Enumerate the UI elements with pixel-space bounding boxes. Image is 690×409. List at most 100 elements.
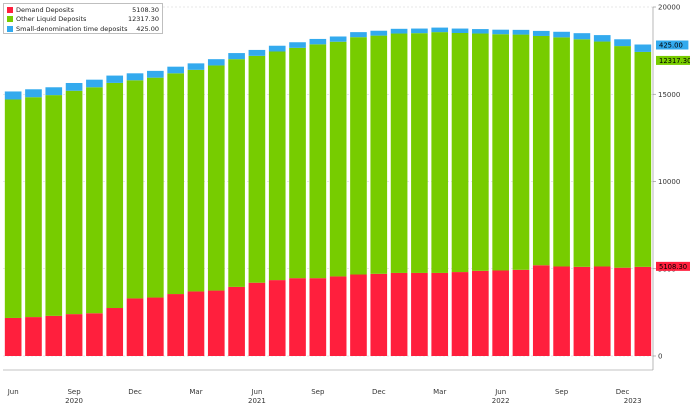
bar-small-denomination-time-deposits-2020-11 (106, 75, 124, 83)
bar-demand-deposits-2020-06 (4, 317, 22, 356)
bar-demand-deposits-2021-07 (268, 280, 286, 356)
bar-demand-deposits-2022-03 (431, 272, 449, 356)
bar-demand-deposits-2021-12 (370, 273, 388, 356)
last-value-tag-small-denomination-time-deposits: 425.00 (656, 40, 689, 50)
y-tick-label: 15000 (658, 91, 680, 99)
bar-demand-deposits-2020-08 (45, 315, 63, 356)
bar-other-liquid-deposits-2021-11 (350, 37, 367, 275)
bar-small-denomination-time-deposits-2023-01 (634, 44, 652, 52)
bar-other-liquid-deposits-2022-01 (390, 33, 408, 273)
bar-demand-deposits-2022-02 (411, 272, 428, 356)
legend-value: 12317.30 (127, 15, 159, 24)
bar-small-denomination-time-deposits-2022-08 (532, 30, 550, 36)
x-tick-label: Mar (433, 388, 446, 396)
bar-small-denomination-time-deposits-2022-06 (492, 29, 509, 35)
bar-demand-deposits-2022-09 (553, 266, 570, 356)
bar-other-liquid-deposits-2021-01 (147, 77, 164, 298)
x-year-label: 2020 (65, 397, 83, 405)
bar-demand-deposits-2022-01 (390, 272, 408, 356)
x-tick-label: Sep (555, 388, 569, 396)
bar-other-liquid-deposits-2021-12 (370, 35, 388, 274)
bar-demand-deposits-2020-12 (126, 298, 144, 356)
bar-demand-deposits-2021-01 (147, 297, 164, 356)
bar-small-denomination-time-deposits-2021-06 (248, 49, 266, 56)
bar-other-liquid-deposits-2020-10 (86, 87, 103, 314)
axis-layer: 05000100001500020000 (3, 4, 680, 371)
bar-small-denomination-time-deposits-2022-11 (593, 35, 611, 42)
bar-other-liquid-deposits-2022-08 (532, 35, 550, 266)
bar-demand-deposits-2020-09 (65, 314, 83, 356)
bar-small-denomination-time-deposits-2020-08 (45, 87, 63, 96)
last-value-tag-bg (656, 55, 690, 65)
bar-small-denomination-time-deposits-2022-09 (553, 31, 570, 38)
bar-demand-deposits-2021-11 (350, 274, 367, 356)
bar-small-denomination-time-deposits-2021-10 (329, 36, 347, 42)
bar-other-liquid-deposits-2022-02 (411, 33, 428, 273)
bar-other-liquid-deposits-2022-04 (451, 33, 469, 273)
bar-small-denomination-time-deposits-2020-12 (126, 73, 144, 81)
bar-demand-deposits-2023-01 (634, 266, 652, 356)
bar-small-denomination-time-deposits-2021-04 (207, 59, 225, 66)
bar-small-denomination-time-deposits-2021-02 (167, 66, 184, 74)
bar-demand-deposits-2020-07 (25, 317, 42, 356)
legend-item-other-liquid-deposits: Other Liquid Deposits 12317.30 (7, 15, 159, 25)
bars-layer (4, 27, 652, 356)
bar-small-denomination-time-deposits-2021-03 (187, 63, 205, 70)
bar-demand-deposits-2021-09 (309, 278, 327, 356)
bar-other-liquid-deposits-2022-06 (492, 34, 509, 271)
bar-demand-deposits-2021-10 (329, 276, 347, 356)
bar-small-denomination-time-deposits-2022-07 (512, 29, 530, 35)
bar-small-denomination-time-deposits-2020-06 (4, 91, 22, 100)
bar-small-denomination-time-deposits-2020-07 (25, 89, 42, 98)
bar-demand-deposits-2022-11 (593, 266, 611, 356)
bar-other-liquid-deposits-2021-09 (309, 44, 327, 279)
x-tick-label: Jun (7, 388, 19, 396)
legend-label: Small-denomination time deposits (16, 24, 128, 33)
x-tick-label: Dec (372, 388, 386, 396)
bar-other-liquid-deposits-2022-12 (614, 46, 631, 268)
bar-small-denomination-time-deposits-2020-10 (86, 79, 103, 88)
y-tick-label: 20000 (658, 4, 680, 12)
x-year-label: 2022 (492, 397, 510, 405)
bar-demand-deposits-2021-05 (228, 286, 245, 356)
bar-other-liquid-deposits-2020-06 (4, 99, 22, 318)
bar-small-denomination-time-deposits-2021-01 (147, 70, 164, 78)
last-value-tag-text: 12317.30 (659, 57, 690, 65)
bar-small-denomination-time-deposits-2021-11 (350, 32, 367, 38)
bar-small-denomination-time-deposits-2021-09 (309, 38, 327, 45)
bar-other-liquid-deposits-2021-06 (248, 55, 266, 283)
legend-value: 5108.30 (132, 5, 159, 14)
x-tick-label: Jun (494, 388, 506, 396)
bar-small-denomination-time-deposits-2022-04 (451, 28, 469, 34)
bar-other-liquid-deposits-2022-11 (593, 41, 611, 267)
legend-item-demand-deposits: Demand Deposits 5108.30 (7, 5, 159, 15)
bar-demand-deposits-2021-03 (187, 291, 205, 356)
bar-other-liquid-deposits-2022-07 (512, 34, 530, 270)
bar-small-denomination-time-deposits-2022-12 (614, 39, 631, 47)
bar-small-denomination-time-deposits-2020-09 (65, 82, 83, 91)
bar-demand-deposits-2020-10 (86, 313, 103, 356)
bar-small-denomination-time-deposits-2021-05 (228, 53, 245, 60)
bar-other-liquid-deposits-2022-05 (472, 33, 489, 271)
bar-other-liquid-deposits-2020-07 (25, 97, 42, 318)
last-value-tag-bg (656, 261, 690, 271)
bar-demand-deposits-2022-07 (512, 269, 530, 356)
y-tick-label: 0 (658, 353, 662, 361)
bar-demand-deposits-2021-06 (248, 282, 266, 356)
x-tick-label: Jun (250, 388, 262, 396)
bar-other-liquid-deposits-2021-03 (187, 69, 205, 292)
legend-label: Demand Deposits (16, 5, 74, 14)
last-value-tag-text: 425.00 (659, 42, 683, 50)
x-tick-label: Mar (189, 388, 202, 396)
bar-other-liquid-deposits-2021-07 (268, 51, 286, 281)
last-value-tag-bg (656, 40, 689, 50)
bar-demand-deposits-2021-02 (167, 294, 184, 356)
legend-value: 425.00 (136, 24, 159, 33)
bar-demand-deposits-2021-08 (289, 278, 306, 356)
bar-demand-deposits-2022-04 (451, 272, 469, 356)
legend-item-small-denomination-time-deposits: Small-denomination time deposits 425.00 (7, 24, 159, 34)
bar-other-liquid-deposits-2020-11 (106, 82, 124, 309)
legend-label: Other Liquid Deposits (16, 15, 87, 24)
bar-demand-deposits-2022-12 (614, 267, 631, 356)
